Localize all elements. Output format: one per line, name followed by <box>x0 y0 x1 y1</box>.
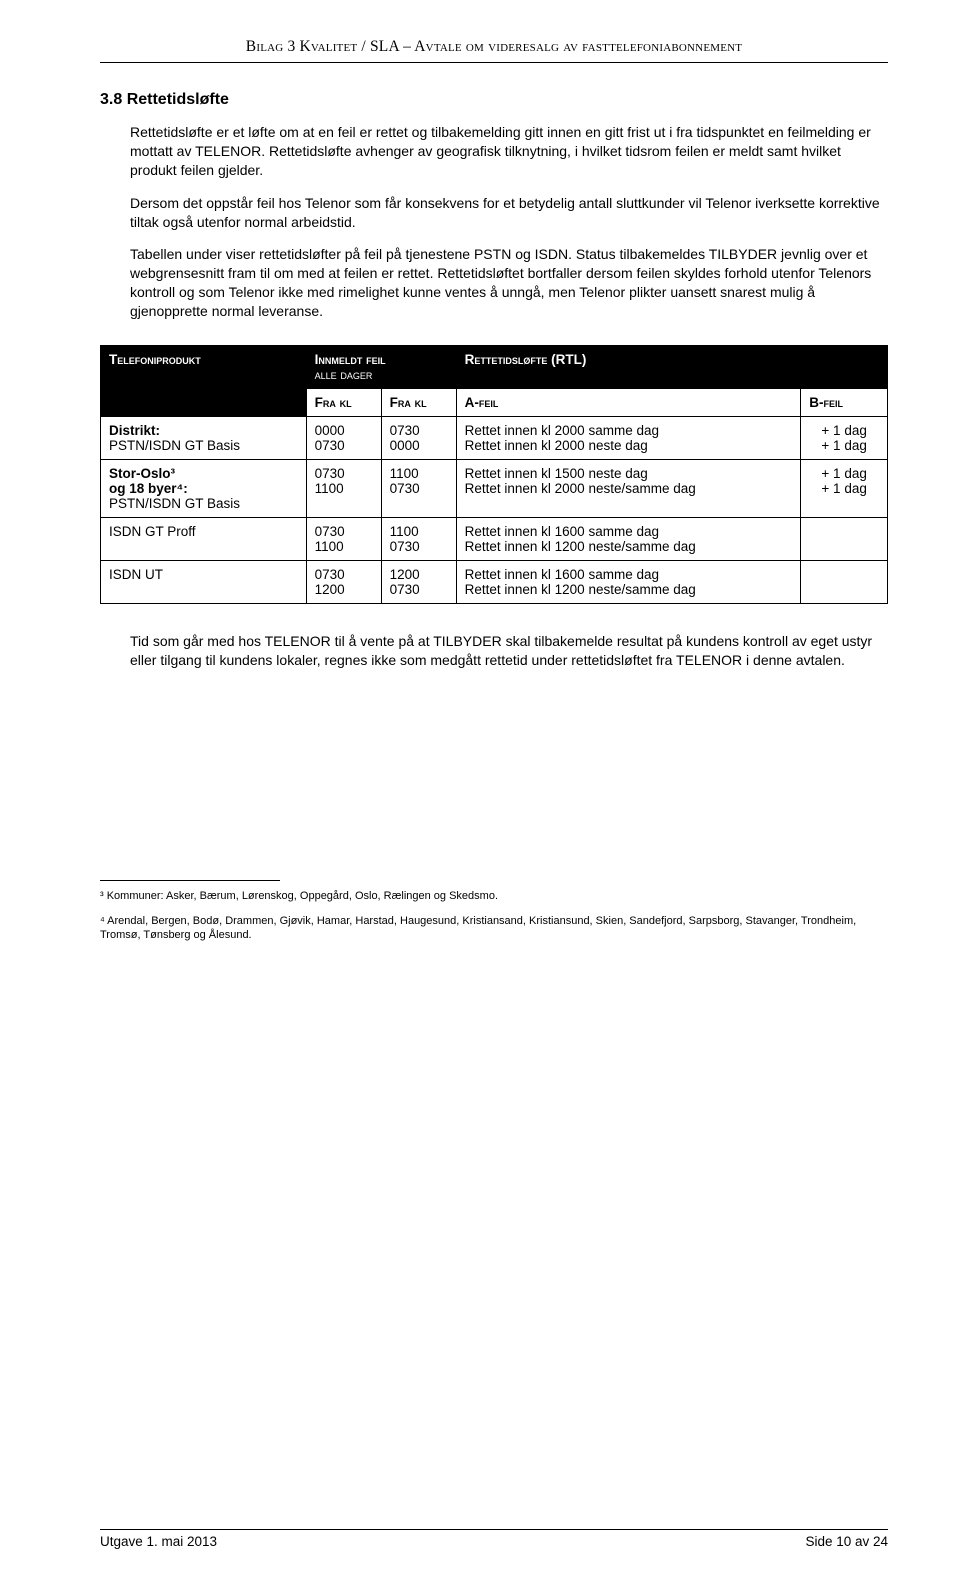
cell-fra1: 07301200 <box>306 561 381 604</box>
th-product: Telefoniprodukt <box>101 346 307 417</box>
paragraph: Rettetidsløfte er et løfte om at en feil… <box>130 123 888 180</box>
cell-fra2: 11000730 <box>381 460 456 518</box>
cell-product: Distrikt:PSTN/ISDN GT Basis <box>101 417 307 460</box>
table-header-row: Telefoniprodukt Innmeldt feil alle dager… <box>101 346 888 389</box>
header-part: valitet <box>311 38 357 55</box>
th-bfeil: B-feil <box>801 389 888 417</box>
cell-afeil: Rettet innen kl 1500 neste dag Rettet in… <box>456 460 801 518</box>
cell-fra1: 00000730 <box>306 417 381 460</box>
th-innmeldt-line1: Innmeldt feil <box>315 352 386 367</box>
table-row: Distrikt:PSTN/ISDN GT Basis0000073007300… <box>101 417 888 460</box>
cell-product: Stor-Oslo³ og 18 byer⁴:PSTN/ISDN GT Basi… <box>101 460 307 518</box>
paragraph: Dersom det oppstår feil hos Telenor som … <box>130 194 888 232</box>
header-part: ilag <box>256 38 283 55</box>
rtl-table: Telefoniprodukt Innmeldt feil alle dager… <box>100 345 888 604</box>
table-row: ISDN UT0730120012000730Rettet innen kl 1… <box>101 561 888 604</box>
cell-fra2: 07300000 <box>381 417 456 460</box>
cell-bfeil: + 1 dag + 1 dag <box>801 417 888 460</box>
th-rtl: Rettetidsløfte (RTL) <box>456 346 887 389</box>
header-part: 3 K <box>283 38 311 55</box>
cell-afeil: Rettet innen kl 1600 samme dag Rettet in… <box>456 561 801 604</box>
running-header: Bilag 3 Kvalitet / SLA – Avtale om vider… <box>100 38 888 63</box>
section-heading: 3.8 Rettetidsløfte <box>100 91 888 109</box>
section-body: Rettetidsløfte er et løfte om at en feil… <box>130 123 888 321</box>
paragraph: Tabellen under viser rettetidsløfter på … <box>130 245 888 321</box>
th-afeil: A-feil <box>456 389 801 417</box>
header-part: A <box>411 38 426 55</box>
cell-afeil: Rettet innen kl 2000 samme dag Rettet in… <box>456 417 801 460</box>
cell-fra2: 12000730 <box>381 561 456 604</box>
header-part: B <box>246 38 257 55</box>
cell-bfeil: + 1 dag + 1 dag <box>801 460 888 518</box>
after-table-block: Tid som går med hos TELENOR til å vente … <box>130 632 888 670</box>
cell-product: ISDN GT Proff <box>101 518 307 561</box>
header-part: / SLA <box>357 38 403 55</box>
footer-left: Utgave 1. mai 2013 <box>100 1534 217 1549</box>
th-frakl: Fra kl <box>381 389 456 417</box>
th-innmeldt: Innmeldt feil alle dager <box>306 346 456 389</box>
cell-bfeil <box>801 518 888 561</box>
cell-bfeil <box>801 561 888 604</box>
th-frakl: Fra kl <box>306 389 381 417</box>
th-innmeldt-line2: alle dager <box>315 367 373 382</box>
cell-fra1: 07301100 <box>306 518 381 561</box>
footnote-3: ³ Kommuner: Asker, Bærum, Lørenskog, Opp… <box>100 889 888 904</box>
paragraph: Tid som går med hos TELENOR til å vente … <box>130 632 888 670</box>
page-footer: Utgave 1. mai 2013 Side 10 av 24 <box>100 1529 888 1549</box>
page: Bilag 3 Kvalitet / SLA – Avtale om vider… <box>0 0 960 1579</box>
table-row: Stor-Oslo³ og 18 byer⁴:PSTN/ISDN GT Basi… <box>101 460 888 518</box>
header-dash: – <box>403 38 411 55</box>
cell-fra2: 11000730 <box>381 518 456 561</box>
cell-afeil: Rettet innen kl 1600 samme dag Rettet in… <box>456 518 801 561</box>
footnote-4: ⁴ Arendal, Bergen, Bodø, Drammen, Gjøvik… <box>100 914 888 944</box>
cell-fra1: 07301100 <box>306 460 381 518</box>
table-row: ISDN GT Proff0730110011000730Rettet inne… <box>101 518 888 561</box>
footer-right: Side 10 av 24 <box>805 1534 888 1549</box>
footnote-separator <box>100 880 280 881</box>
cell-product: ISDN UT <box>101 561 307 604</box>
header-part: vtale om videresalg av fasttelefoniabonn… <box>426 38 743 55</box>
